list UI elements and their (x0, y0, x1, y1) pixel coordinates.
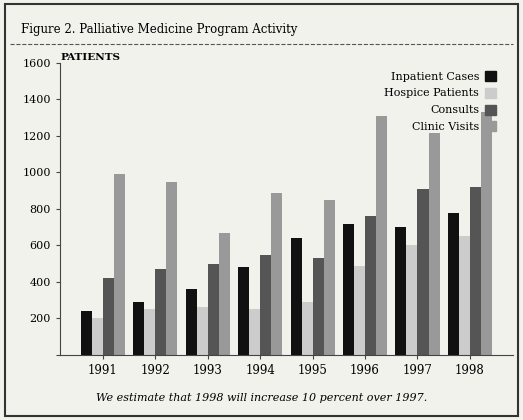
Bar (324, 200, 335, 355)
Bar (208, 264, 219, 355)
Bar (103, 278, 114, 355)
Bar (219, 233, 230, 355)
Bar (459, 236, 470, 355)
Bar (249, 309, 260, 355)
Legend: Inpatient Cases, Hospice Patients, Consults, Clinic Visits: Inpatient Cases, Hospice Patients, Consu… (382, 68, 498, 134)
Bar (354, 265, 365, 355)
Bar (197, 307, 208, 355)
Bar (481, 112, 492, 355)
Bar (376, 116, 387, 355)
Bar (313, 258, 324, 355)
Bar (144, 309, 155, 355)
Bar (271, 192, 282, 355)
Bar (133, 302, 144, 355)
Bar (395, 227, 406, 355)
Bar (417, 189, 428, 355)
Bar (260, 255, 271, 355)
Bar (448, 213, 459, 355)
Text: PATIENTS: PATIENTS (60, 52, 120, 61)
Bar (365, 216, 376, 355)
Bar (406, 245, 417, 355)
Bar (302, 302, 313, 355)
Bar (92, 318, 103, 355)
Text: Figure 2. Palliative Medicine Program Activity: Figure 2. Palliative Medicine Program Ac… (21, 23, 297, 36)
Bar (155, 269, 166, 355)
Text: We estimate that 1998 will increase 10 percent over 1997.: We estimate that 1998 will increase 10 p… (96, 393, 427, 403)
Bar (166, 183, 177, 355)
Bar (343, 223, 354, 355)
Bar (428, 133, 439, 355)
Bar (238, 267, 249, 355)
Bar (470, 187, 481, 355)
Bar (81, 311, 92, 355)
Bar (114, 174, 125, 355)
Bar (291, 238, 302, 355)
Bar (186, 289, 197, 355)
